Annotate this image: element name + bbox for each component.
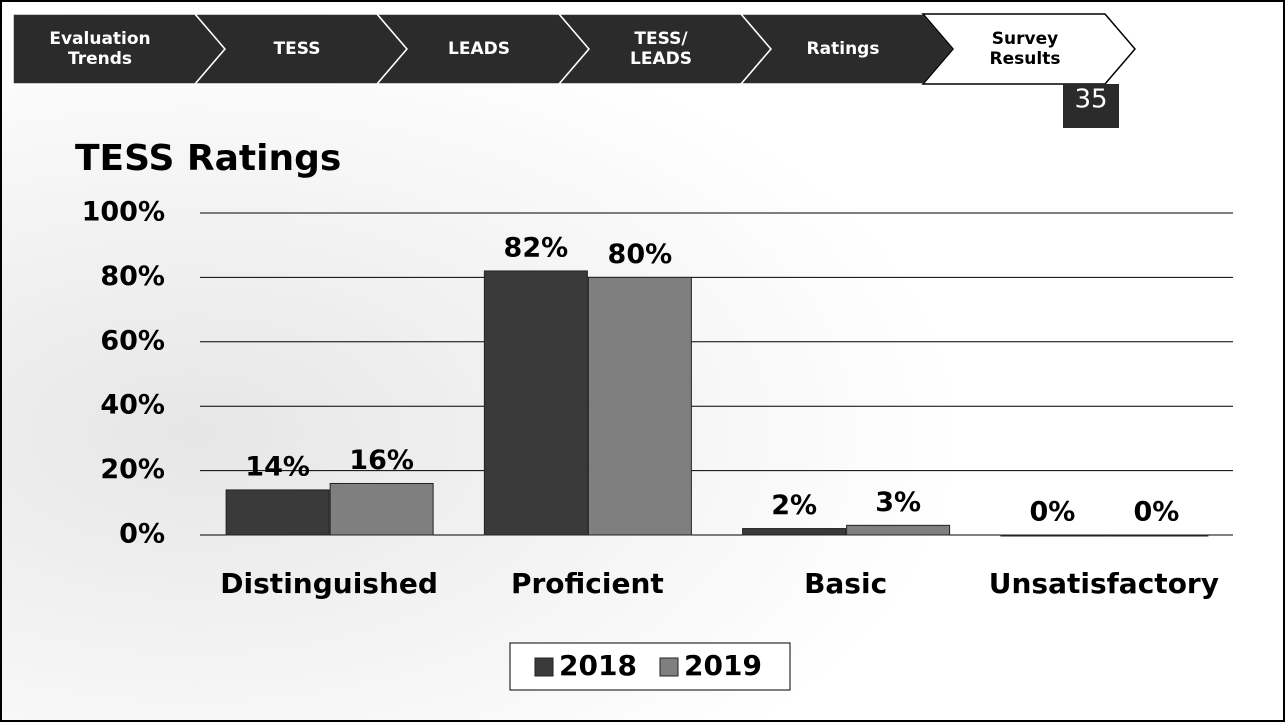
data-label: 2%: [771, 490, 817, 521]
nav-label: Results: [990, 49, 1061, 69]
legend-label: 2018: [559, 649, 637, 682]
data-label: 0%: [1029, 497, 1075, 528]
data-label: 82%: [504, 232, 569, 263]
y-tick-label: 60%: [100, 325, 165, 356]
page-number-box: [1063, 84, 1119, 128]
legend-swatch: [659, 657, 679, 677]
data-label: 14%: [245, 451, 310, 482]
nav-label: LEADS: [448, 39, 510, 59]
y-tick-label: 20%: [100, 454, 165, 485]
bar: [483, 270, 588, 536]
bar: [587, 276, 692, 536]
nav-label: Ratings: [807, 39, 880, 59]
data-label: 80%: [608, 239, 673, 270]
nav-label: TESS: [274, 39, 321, 59]
data-label: 0%: [1133, 497, 1179, 528]
nav-label: Survey: [992, 29, 1058, 49]
page-number: 35: [1074, 85, 1107, 115]
y-tick-label: 80%: [100, 261, 165, 292]
legend-swatch: [534, 657, 554, 677]
nav-label: Evaluation: [49, 29, 150, 49]
bar: [846, 524, 951, 536]
nav-label: TESS/: [634, 29, 688, 49]
y-tick-label: 100%: [82, 197, 165, 228]
bar: [1000, 534, 1105, 537]
legend-label: 2019: [684, 649, 762, 682]
x-tick-label: Distinguished: [220, 567, 438, 600]
chart-title: TESS Ratings: [75, 138, 341, 179]
bar: [329, 482, 434, 536]
x-tick-label: Unsatisfactory: [989, 567, 1219, 600]
bar: [225, 489, 330, 536]
nav-label: Trends: [68, 49, 132, 69]
nav-label: LEADS: [630, 49, 692, 69]
bar: [1104, 534, 1209, 537]
bar: [742, 528, 847, 536]
y-tick-label: 0%: [119, 519, 165, 550]
data-label: 3%: [875, 487, 921, 518]
y-tick-label: 40%: [100, 390, 165, 421]
data-label: 16%: [349, 445, 414, 476]
x-tick-label: Proficient: [511, 567, 664, 600]
x-tick-label: Basic: [804, 567, 887, 600]
legend-box: [509, 642, 791, 691]
